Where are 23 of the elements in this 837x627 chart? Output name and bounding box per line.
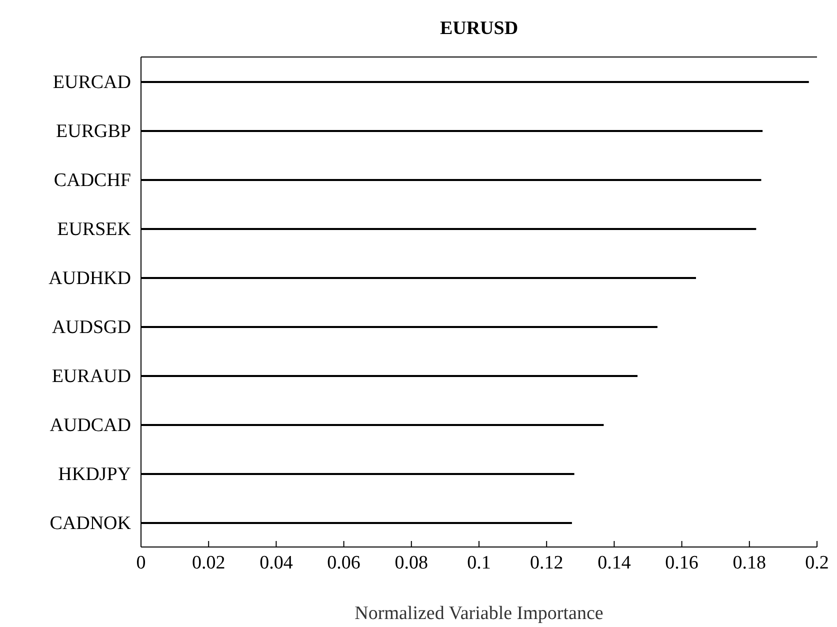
x-tick-label: 0.14 (598, 552, 632, 574)
y-tick-label: EURGBP (56, 121, 131, 142)
y-tick-label: CADCHF (54, 170, 131, 192)
x-axis-title: Normalized Variable Importance (354, 603, 604, 624)
y-tick-label: EURCAD (52, 72, 131, 94)
x-tick-label: 0.18 (732, 552, 766, 574)
x-tick-label: 0 (136, 552, 146, 574)
x-tick-label: 0.04 (260, 552, 294, 574)
x-tick-label: 0.06 (327, 552, 360, 574)
x-tick-label: 0.02 (192, 552, 226, 574)
x-tick-label: 0.12 (530, 552, 564, 574)
x-tick-label: 0.08 (394, 552, 428, 574)
y-tick-label: CADNOK (50, 513, 132, 534)
y-tick-label: AUDCAD (50, 415, 131, 436)
x-tick-label: 0.2 (805, 552, 829, 574)
y-tick-label: EURSEK (57, 219, 132, 240)
y-tick-label: HKDJPY (58, 464, 132, 486)
y-tick-label: EURAUD (52, 366, 131, 388)
x-tick-label: 0.1 (467, 552, 491, 574)
x-tick-label: 0.16 (665, 552, 698, 574)
y-tick-label: AUDHKD (48, 268, 131, 290)
y-tick-label: AUDSGD (52, 317, 131, 338)
chart-title: EURUSD (438, 18, 520, 40)
